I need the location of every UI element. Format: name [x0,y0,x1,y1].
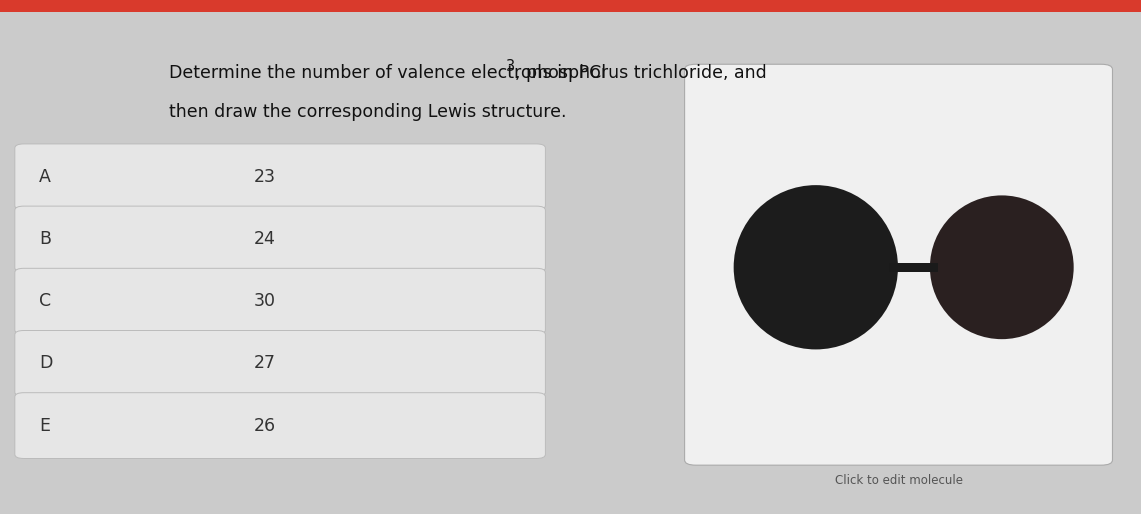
Ellipse shape [930,195,1074,339]
Bar [889,263,938,272]
Ellipse shape [734,185,898,350]
Text: 24: 24 [253,230,275,248]
FancyBboxPatch shape [15,268,545,334]
Text: 26: 26 [253,416,276,435]
Text: B: B [39,230,51,248]
Text: E: E [39,416,50,435]
FancyBboxPatch shape [15,331,545,396]
FancyBboxPatch shape [685,64,1112,465]
Text: , phosphorus trichloride, and: , phosphorus trichloride, and [515,64,767,82]
Text: Click to edit molecule: Click to edit molecule [835,474,963,487]
Text: 30: 30 [253,292,275,310]
FancyBboxPatch shape [15,144,545,210]
Text: then draw the corresponding Lewis structure.: then draw the corresponding Lewis struct… [169,103,566,121]
Text: 27: 27 [253,354,275,373]
Text: A: A [39,168,50,186]
Text: D: D [39,354,52,373]
Bar [0,0,1141,12]
FancyBboxPatch shape [15,393,545,458]
FancyBboxPatch shape [15,206,545,272]
Text: 23: 23 [253,168,275,186]
Text: 3: 3 [505,59,515,74]
Text: Determine the number of valence electrons in PCl: Determine the number of valence electron… [169,64,606,82]
Text: C: C [39,292,51,310]
